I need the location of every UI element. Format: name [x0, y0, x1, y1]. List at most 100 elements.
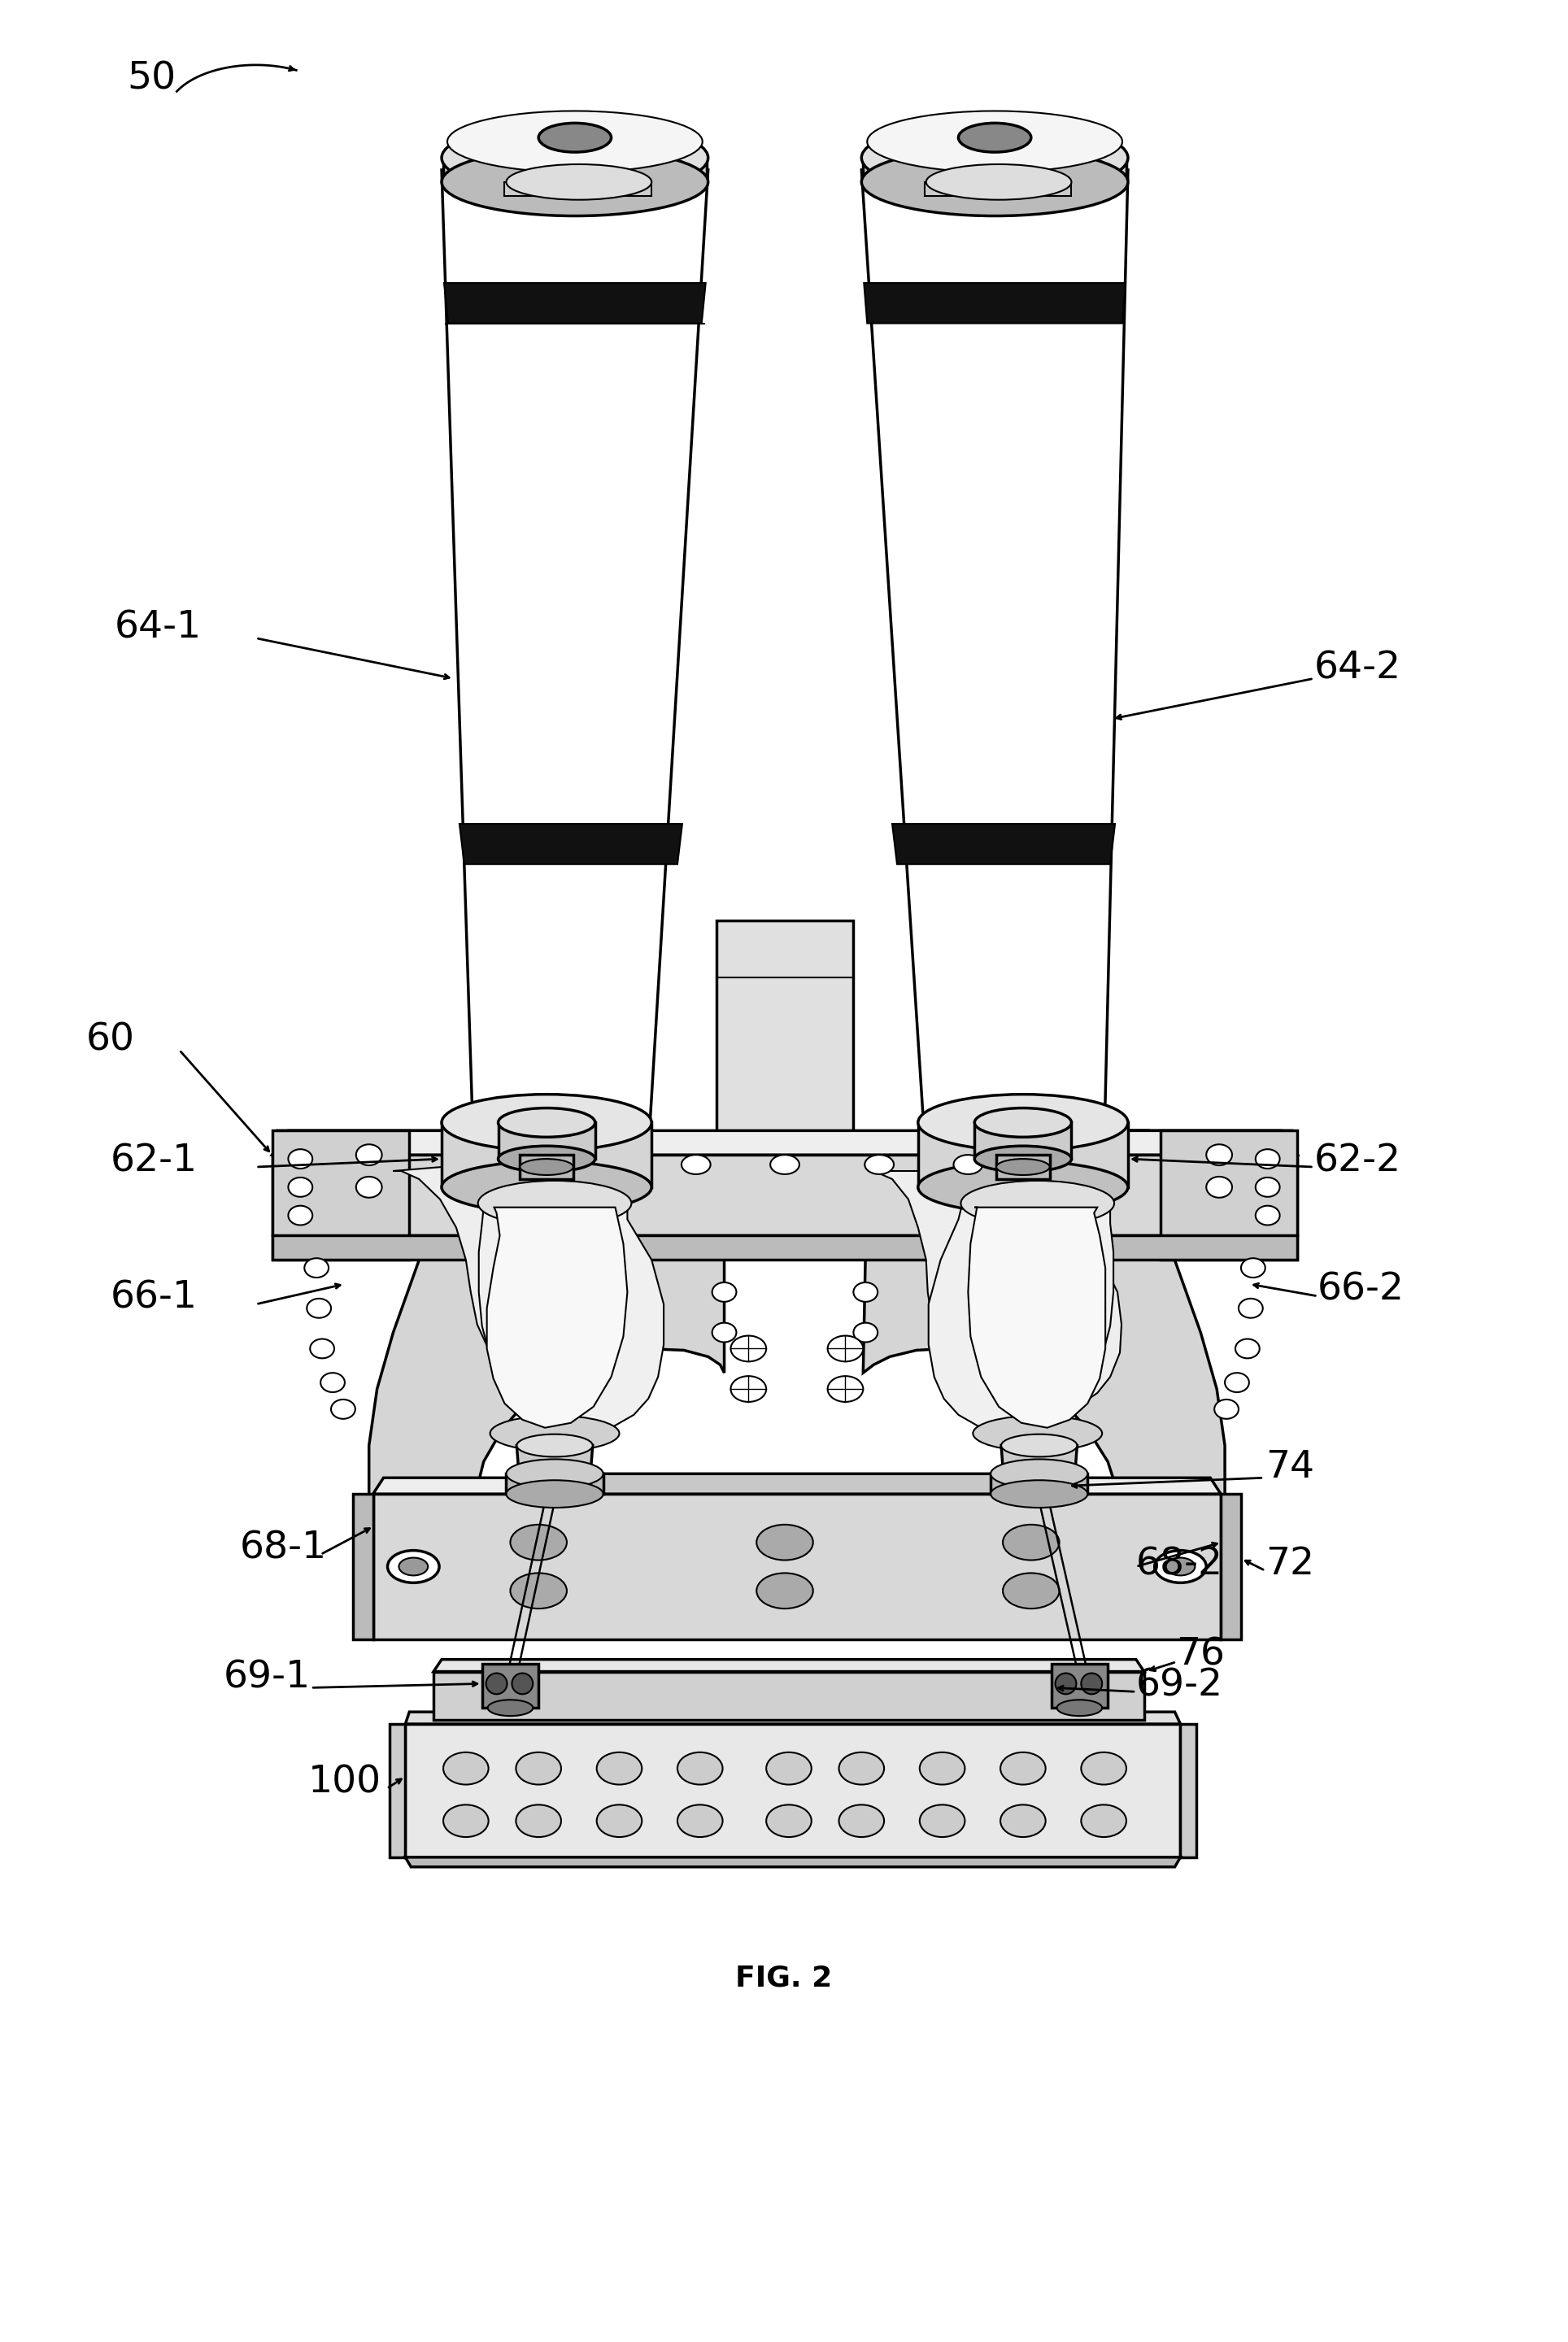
Ellipse shape [1000, 1806, 1046, 1836]
Polygon shape [975, 1122, 1071, 1159]
Ellipse shape [756, 1525, 814, 1560]
Ellipse shape [961, 1180, 1115, 1225]
Polygon shape [273, 1237, 1297, 1260]
Ellipse shape [387, 1550, 439, 1583]
Text: 62-1: 62-1 [111, 1143, 198, 1178]
Ellipse shape [927, 164, 1071, 199]
Polygon shape [517, 1445, 593, 1478]
Ellipse shape [356, 1176, 383, 1197]
Text: 69-2: 69-2 [1137, 1668, 1223, 1705]
Polygon shape [459, 824, 682, 864]
Ellipse shape [1256, 1178, 1279, 1197]
Ellipse shape [499, 1145, 596, 1171]
Ellipse shape [1004, 1525, 1060, 1560]
Text: 69-1: 69-1 [224, 1658, 310, 1696]
Ellipse shape [506, 1459, 604, 1487]
Text: 100: 100 [309, 1764, 381, 1801]
Ellipse shape [1236, 1340, 1259, 1358]
Ellipse shape [1080, 1752, 1126, 1785]
Polygon shape [1160, 1131, 1297, 1260]
Ellipse shape [839, 1806, 884, 1836]
Ellipse shape [597, 1752, 641, 1785]
Ellipse shape [521, 1159, 574, 1176]
Polygon shape [996, 1155, 1049, 1178]
Ellipse shape [958, 124, 1032, 152]
Ellipse shape [861, 148, 1127, 215]
Ellipse shape [864, 1155, 894, 1173]
Ellipse shape [516, 1806, 561, 1836]
Ellipse shape [511, 1672, 533, 1693]
Ellipse shape [767, 1752, 812, 1785]
Text: 72: 72 [1265, 1546, 1314, 1583]
Polygon shape [405, 1857, 1181, 1867]
Ellipse shape [356, 1145, 383, 1166]
Polygon shape [442, 171, 709, 1164]
Ellipse shape [1167, 1557, 1195, 1576]
Text: 68-2: 68-2 [1137, 1546, 1223, 1583]
Ellipse shape [510, 1525, 566, 1560]
Ellipse shape [1002, 1433, 1077, 1457]
Ellipse shape [972, 1415, 1102, 1452]
Ellipse shape [712, 1323, 737, 1342]
Polygon shape [717, 920, 853, 1178]
Polygon shape [276, 1131, 724, 1574]
Ellipse shape [975, 1108, 1071, 1138]
Polygon shape [394, 1166, 660, 1412]
Polygon shape [967, 1208, 1105, 1429]
Polygon shape [991, 1473, 1088, 1494]
Text: 60: 60 [86, 1021, 135, 1059]
Text: 68-1: 68-1 [240, 1529, 326, 1567]
Polygon shape [917, 1122, 1127, 1187]
Ellipse shape [991, 1459, 1088, 1487]
Ellipse shape [682, 1155, 710, 1173]
Ellipse shape [1154, 1550, 1206, 1583]
Ellipse shape [289, 1178, 312, 1197]
Ellipse shape [398, 1557, 428, 1576]
Ellipse shape [1256, 1150, 1279, 1169]
Ellipse shape [447, 110, 702, 173]
Polygon shape [862, 157, 1126, 183]
Ellipse shape [442, 1094, 652, 1150]
Polygon shape [873, 1171, 1121, 1412]
Ellipse shape [310, 1340, 334, 1358]
Ellipse shape [1240, 1258, 1265, 1279]
Polygon shape [1051, 1663, 1107, 1707]
Ellipse shape [1080, 1806, 1126, 1836]
Polygon shape [862, 1131, 1292, 1574]
Ellipse shape [1004, 1468, 1074, 1487]
Ellipse shape [1004, 1574, 1060, 1609]
Polygon shape [353, 1494, 373, 1639]
Ellipse shape [1055, 1672, 1076, 1693]
Ellipse shape [1080, 1672, 1102, 1693]
Ellipse shape [506, 1480, 604, 1508]
Ellipse shape [767, 1806, 812, 1836]
Polygon shape [444, 283, 706, 323]
Ellipse shape [506, 164, 652, 199]
Ellipse shape [861, 122, 1127, 194]
Ellipse shape [491, 1415, 619, 1452]
Ellipse shape [304, 1258, 329, 1279]
Ellipse shape [478, 1180, 632, 1225]
Ellipse shape [853, 1283, 878, 1302]
Ellipse shape [331, 1401, 356, 1419]
Ellipse shape [442, 148, 709, 215]
Text: FIG. 2: FIG. 2 [735, 1965, 833, 1993]
Text: 64-2: 64-2 [1314, 651, 1400, 686]
Text: 74: 74 [1265, 1450, 1314, 1485]
Polygon shape [481, 1663, 538, 1707]
Ellipse shape [917, 1094, 1127, 1150]
Text: 62-2: 62-2 [1314, 1143, 1400, 1178]
Polygon shape [892, 824, 1115, 864]
Polygon shape [505, 183, 652, 197]
Polygon shape [478, 1204, 663, 1433]
Ellipse shape [1057, 1700, 1102, 1717]
Ellipse shape [442, 1162, 652, 1213]
Ellipse shape [917, 1162, 1127, 1213]
Ellipse shape [499, 1108, 596, 1138]
Polygon shape [444, 157, 707, 183]
Ellipse shape [996, 1159, 1049, 1176]
Ellipse shape [839, 1752, 884, 1785]
Ellipse shape [712, 1283, 737, 1302]
Ellipse shape [538, 124, 612, 152]
Polygon shape [442, 1122, 652, 1187]
